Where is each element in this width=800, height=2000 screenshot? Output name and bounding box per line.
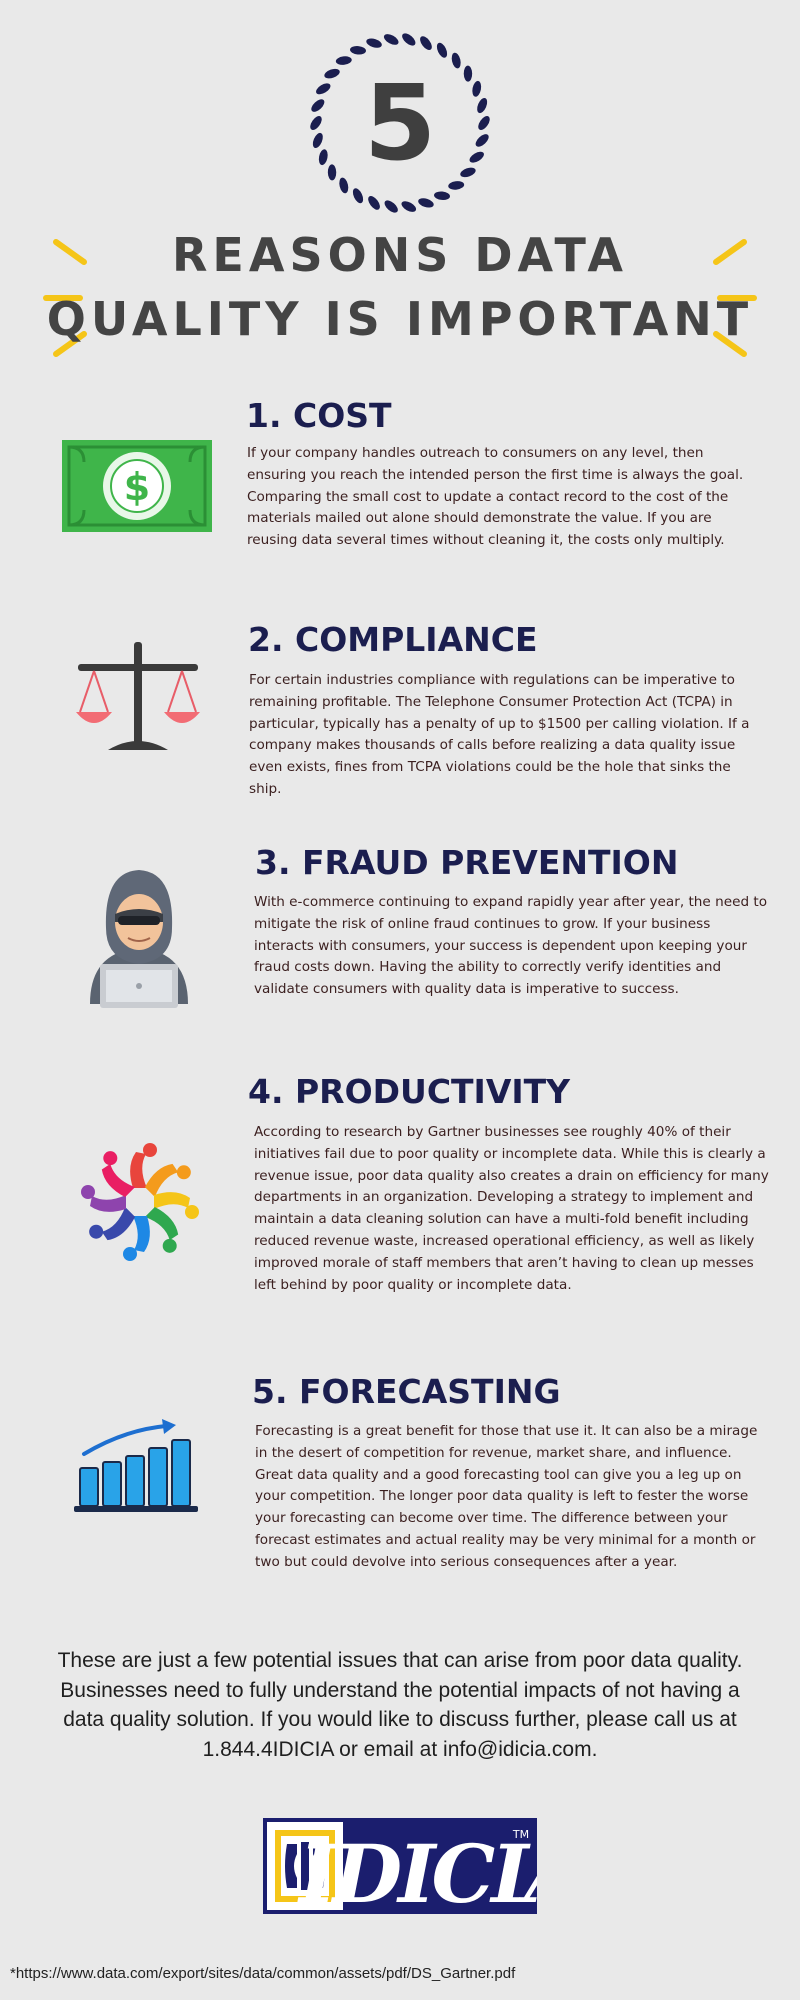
svg-text:$: $ bbox=[124, 465, 150, 509]
team-circle-icon bbox=[81, 1143, 199, 1261]
section-body: According to research by Gartner busines… bbox=[254, 1124, 769, 1293]
svg-text:IDICIA: IDICIA bbox=[297, 1827, 537, 1914]
section-heading: 4. PRODUCTIVITY bbox=[248, 1072, 571, 1111]
section-heading: 1. COST bbox=[246, 396, 392, 435]
closing-paragraph: These are just a few potential issues th… bbox=[57, 1649, 743, 1761]
sparkle-rays-left-icon bbox=[43, 239, 87, 357]
section-heading: 5. FORECASTING bbox=[252, 1372, 561, 1411]
growth-chart-icon bbox=[74, 1419, 198, 1512]
section-body: If your company handles outreach to cons… bbox=[247, 445, 744, 549]
section-heading: 3. FRAUD PREVENTION bbox=[255, 843, 679, 882]
hacker-icon bbox=[90, 870, 188, 1008]
page-title-line-2: QUALITY IS IMPORTANT bbox=[46, 292, 754, 346]
page-title-line-1: REASONS DATA bbox=[172, 228, 628, 282]
money-icon: $ bbox=[62, 440, 212, 532]
idicia-logo: IDICIA TM bbox=[263, 1818, 537, 1914]
section-body: With e-commerce continuing to expand rap… bbox=[254, 894, 768, 998]
section-heading: 2. COMPLIANCE bbox=[248, 620, 538, 659]
five-badge-ring-icon bbox=[310, 33, 490, 213]
sparkle-rays-right-icon bbox=[713, 239, 757, 357]
section-body: Forecasting is a great benefit for those… bbox=[255, 1423, 758, 1570]
badge-number: 5 bbox=[363, 62, 437, 184]
scales-icon bbox=[76, 642, 200, 750]
section-body: For certain industries compliance with r… bbox=[249, 672, 750, 797]
svg-text:TM: TM bbox=[512, 1828, 529, 1841]
footnote-source: *https://www.data.com/export/sites/data/… bbox=[10, 1965, 516, 1982]
